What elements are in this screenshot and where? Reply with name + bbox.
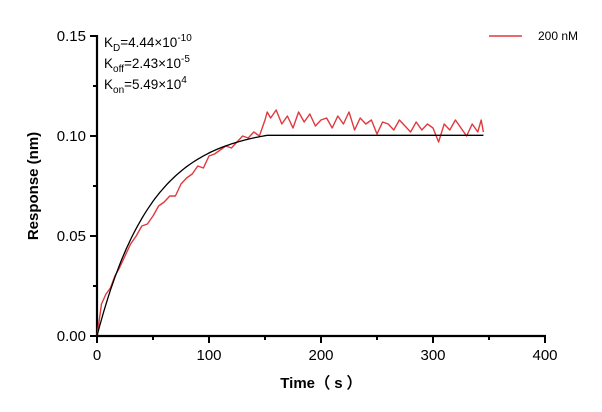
legend: 200 nM	[489, 29, 578, 43]
y-tick-label: 0.15	[57, 28, 86, 45]
kinetic-subscript: D	[113, 43, 120, 54]
kinetic-symbol: K	[104, 56, 113, 71]
kinetic-value: =5.49×10	[124, 77, 181, 92]
kinetic-constant: Koff=2.43×10-5	[104, 54, 190, 75]
x-tick-label: 400	[532, 347, 557, 364]
kinetic-exponent: 4	[181, 75, 187, 86]
kinetic-value: =2.43×10	[124, 56, 181, 71]
plot-area	[96, 109, 485, 337]
kinetic-value: =4.44×10	[120, 35, 177, 50]
x-axis-title: Time（ s ）	[280, 374, 361, 392]
y-axis-title: Response (nm)	[25, 132, 42, 240]
legend-label: 200 nM	[538, 29, 578, 43]
kinetic-exponent: -5	[181, 54, 190, 65]
axes: 0.00 0.05 0.10 0.15 0 100 200 300 400 Time（ s ） Re…	[25, 28, 558, 392]
x-tick-label: 300	[420, 347, 445, 364]
kinetic-symbol: K	[104, 77, 113, 92]
x-tick-label: 200	[308, 347, 333, 364]
x-tick-label: 100	[196, 347, 221, 364]
kinetic-subscript: off	[113, 64, 124, 75]
kinetic-constant: Kon=5.49×104	[104, 75, 187, 96]
kinetic-subscript: on	[113, 85, 124, 96]
kinetic-symbol: K	[104, 35, 113, 50]
y-tick-label: 0.00	[57, 328, 86, 345]
y-tick-label: 0.10	[57, 128, 86, 145]
y-tick-label: 0.05	[57, 228, 86, 245]
series-line	[96, 109, 485, 337]
kinetic-exponent: -10	[177, 33, 192, 44]
kinetic-constant: KD=4.44×10-10	[104, 33, 192, 54]
fit-curve	[96, 134, 484, 337]
x-tick-label: 0	[93, 347, 101, 364]
